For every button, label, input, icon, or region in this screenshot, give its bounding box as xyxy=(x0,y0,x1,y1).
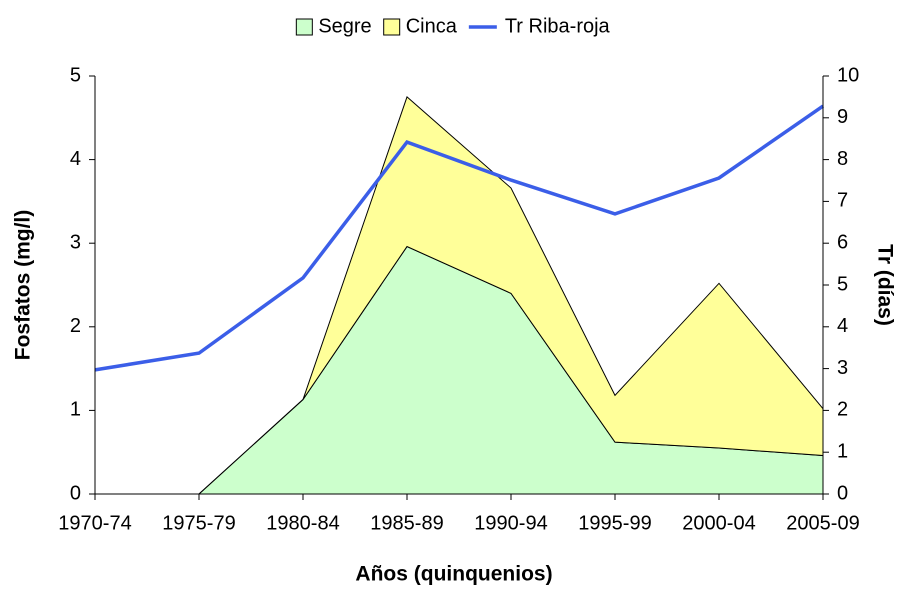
y2-axis-title: Tr (días) xyxy=(873,244,896,326)
legend-label: Tr Riba-roja xyxy=(505,15,611,37)
x-axis-title: Años (quinquenios) xyxy=(355,563,552,586)
y2-tick-label: 1 xyxy=(837,440,848,462)
legend-swatch xyxy=(383,18,401,36)
y-tick-label: 4 xyxy=(70,148,81,170)
x-tick-label: 1975-79 xyxy=(162,512,235,534)
line xyxy=(94,104,824,372)
legend-label: Cinca xyxy=(406,15,458,37)
y-tick-label: 2 xyxy=(70,315,81,337)
y-tick-label: 0 xyxy=(70,482,81,504)
y2-tick-label: 8 xyxy=(837,148,848,170)
x-tick-label: 2005-09 xyxy=(786,512,859,534)
y-tick-label: 3 xyxy=(70,231,81,253)
x-tick-label: 1970-74 xyxy=(58,512,131,534)
x-tick-label: 1985-89 xyxy=(370,512,443,534)
y2-tick-label: 6 xyxy=(837,231,848,253)
y2-tick-label: 7 xyxy=(837,190,848,212)
y2-tick-label: 2 xyxy=(837,399,848,421)
y2-tick-label: 5 xyxy=(837,273,848,295)
y-tick-label: 1 xyxy=(70,399,81,421)
legend-swatch xyxy=(295,18,313,36)
y2-tick-label: 9 xyxy=(837,106,848,128)
y2-tick-label: 3 xyxy=(837,357,848,379)
y-tick-label: 5 xyxy=(70,64,81,86)
x-tick-label: 1980-84 xyxy=(266,512,339,534)
x-tick-label: 1995-99 xyxy=(578,512,651,534)
y-axis-title: Fosfatos (mg/l) xyxy=(12,210,35,361)
x-tick-label: 1990-94 xyxy=(474,512,547,534)
x-tick-label: 2000-04 xyxy=(682,512,755,534)
y2-tick-label: 10 xyxy=(837,64,859,86)
legend-label: Segre xyxy=(318,15,371,37)
y2-tick-label: 4 xyxy=(837,315,848,337)
y2-tick-label: 0 xyxy=(837,482,848,504)
